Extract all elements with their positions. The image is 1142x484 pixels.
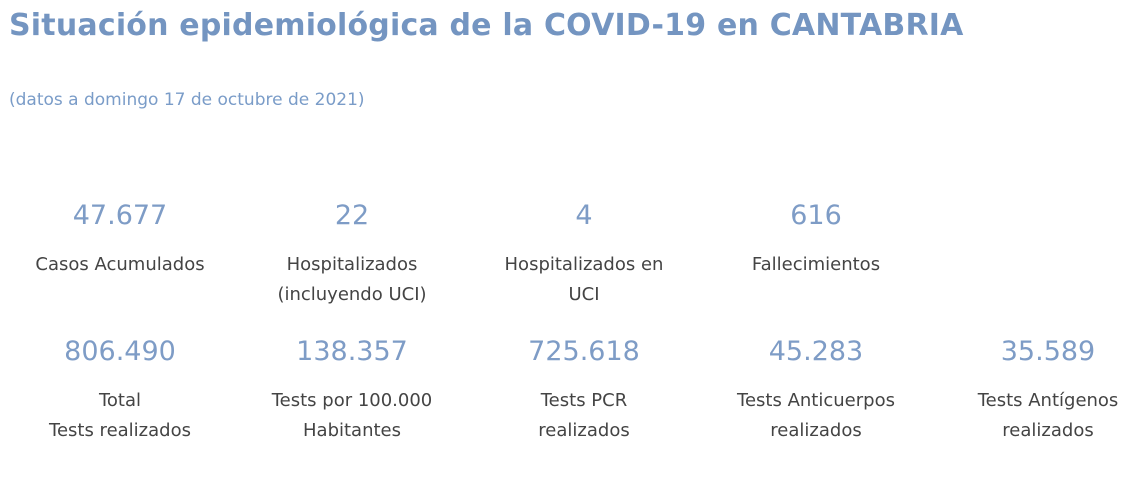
stat-value: 725.618 bbox=[528, 336, 640, 367]
date-subtitle: (datos a domingo 17 de octubre de 2021) bbox=[9, 90, 365, 110]
stat-label: Tests por 100.000 Habitantes bbox=[271, 390, 433, 441]
stat-value: 22 bbox=[334, 200, 370, 231]
stat-value: 138.357 bbox=[296, 336, 408, 367]
stat-label: Tests Antígenos realizados bbox=[977, 390, 1119, 441]
stat-value: 35.589 bbox=[1000, 336, 1096, 367]
stat-label: Tests PCR realizados bbox=[538, 390, 630, 441]
stat-label: Hospitalizados (incluyendo UCI) bbox=[277, 254, 427, 305]
stat-label: Hospitalizados en UCI bbox=[504, 254, 664, 305]
stat-casos-acumulados: 47.677 Casos Acumulados bbox=[4, 199, 236, 280]
stat-value: 4 bbox=[575, 200, 593, 231]
stat-value: 616 bbox=[790, 200, 842, 231]
stat-fallecimientos: 616 Fallecimientos bbox=[700, 199, 932, 280]
stat-value: 806.490 bbox=[64, 336, 176, 367]
stat-tests-antigenos: 35.589 Tests Antígenos realizados bbox=[932, 335, 1142, 446]
stat-tests-anticuerpos: 45.283 Tests Anticuerpos realizados bbox=[700, 335, 932, 446]
stat-value: 47.677 bbox=[72, 200, 168, 231]
page-title: Situación epidemiológica de la COVID-19 … bbox=[9, 8, 964, 43]
stat-tests-pcr: 725.618 Tests PCR realizados bbox=[468, 335, 700, 446]
stat-label: Tests Anticuerpos realizados bbox=[737, 390, 895, 441]
stat-label: Total Tests realizados bbox=[49, 390, 191, 441]
stat-label: Fallecimientos bbox=[751, 254, 881, 275]
stat-total-tests: 806.490 Total Tests realizados bbox=[4, 335, 236, 446]
stat-hospitalizados: 22 Hospitalizados (incluyendo UCI) bbox=[236, 199, 468, 310]
stat-value: 45.283 bbox=[768, 336, 864, 367]
stat-hospitalizados-uci: 4 Hospitalizados en UCI bbox=[468, 199, 700, 310]
stat-tests-por-100000: 138.357 Tests por 100.000 Habitantes bbox=[236, 335, 468, 446]
stat-label: Casos Acumulados bbox=[35, 254, 205, 275]
